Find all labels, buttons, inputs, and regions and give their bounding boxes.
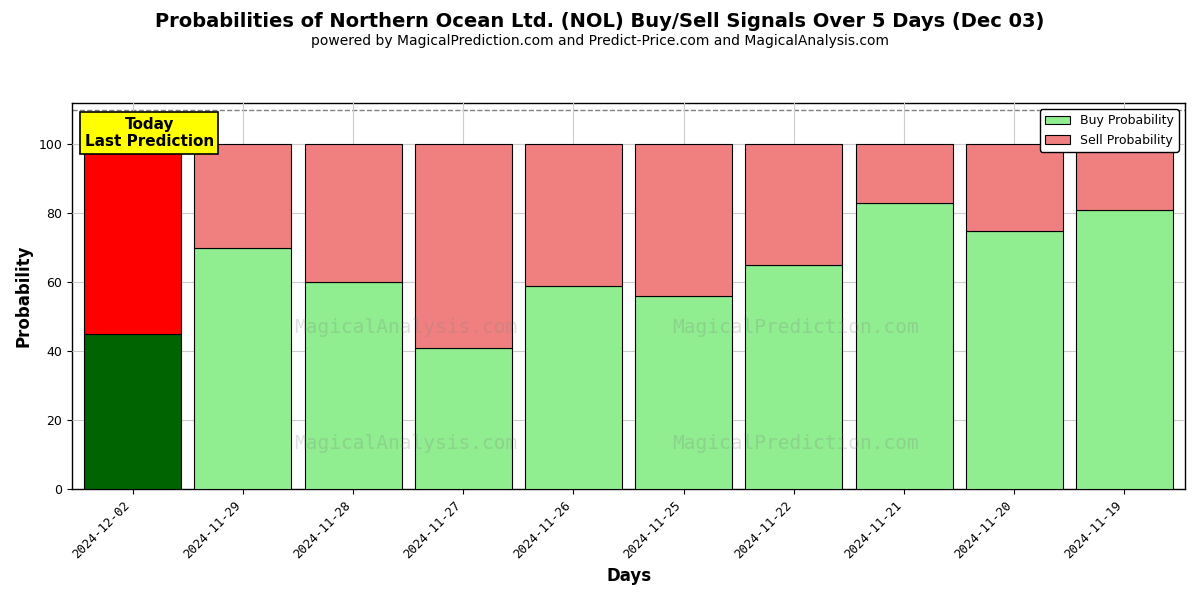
Bar: [745, 265, 842, 490]
Bar: [856, 145, 953, 203]
Text: MagicalAnalysis.com: MagicalAnalysis.com: [294, 317, 517, 337]
Bar: [305, 283, 402, 490]
Bar: [415, 348, 511, 490]
Bar: [966, 145, 1063, 230]
Bar: [84, 145, 181, 334]
Text: powered by MagicalPrediction.com and Predict-Price.com and MagicalAnalysis.com: powered by MagicalPrediction.com and Pre…: [311, 34, 889, 48]
Text: MagicalAnalysis.com: MagicalAnalysis.com: [294, 434, 517, 452]
Bar: [415, 145, 511, 348]
X-axis label: Days: Days: [606, 567, 652, 585]
Bar: [1076, 145, 1172, 210]
Bar: [526, 286, 622, 490]
Bar: [856, 203, 953, 490]
Bar: [966, 230, 1063, 490]
Text: Today
Last Prediction: Today Last Prediction: [85, 117, 214, 149]
Bar: [526, 145, 622, 286]
Bar: [1076, 210, 1172, 490]
Bar: [635, 145, 732, 296]
Bar: [305, 145, 402, 283]
Bar: [194, 248, 292, 490]
Legend: Buy Probability, Sell Probability: Buy Probability, Sell Probability: [1040, 109, 1178, 152]
Bar: [84, 334, 181, 490]
Bar: [194, 145, 292, 248]
Text: MagicalPrediction.com: MagicalPrediction.com: [672, 434, 919, 452]
Y-axis label: Probability: Probability: [16, 245, 34, 347]
Text: Probabilities of Northern Ocean Ltd. (NOL) Buy/Sell Signals Over 5 Days (Dec 03): Probabilities of Northern Ocean Ltd. (NO…: [155, 12, 1045, 31]
Bar: [635, 296, 732, 490]
Bar: [745, 145, 842, 265]
Text: MagicalPrediction.com: MagicalPrediction.com: [672, 317, 919, 337]
